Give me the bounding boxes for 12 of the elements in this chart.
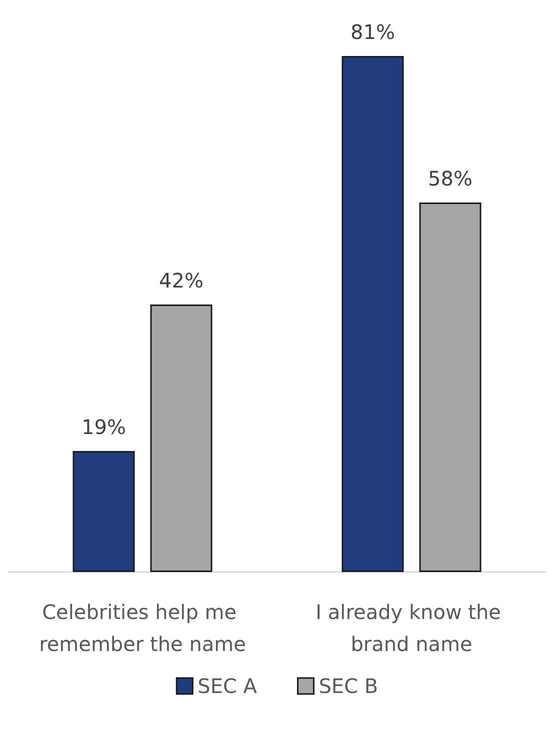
bar bbox=[342, 56, 404, 572]
bar bbox=[419, 202, 482, 572]
data-label: 19% bbox=[82, 414, 126, 439]
bar bbox=[72, 450, 135, 572]
data-label: 42% bbox=[159, 268, 204, 292]
legend-label: SEC A bbox=[198, 674, 258, 698]
bar bbox=[150, 304, 212, 572]
x-tick-label: Celebrities help me remember the name bbox=[39, 600, 246, 656]
data-label: 58% bbox=[428, 166, 472, 191]
legend-label: SEC B bbox=[318, 674, 378, 698]
data-label: 81% bbox=[350, 20, 395, 44]
x-tick-label: I already know the brand name bbox=[316, 600, 508, 656]
